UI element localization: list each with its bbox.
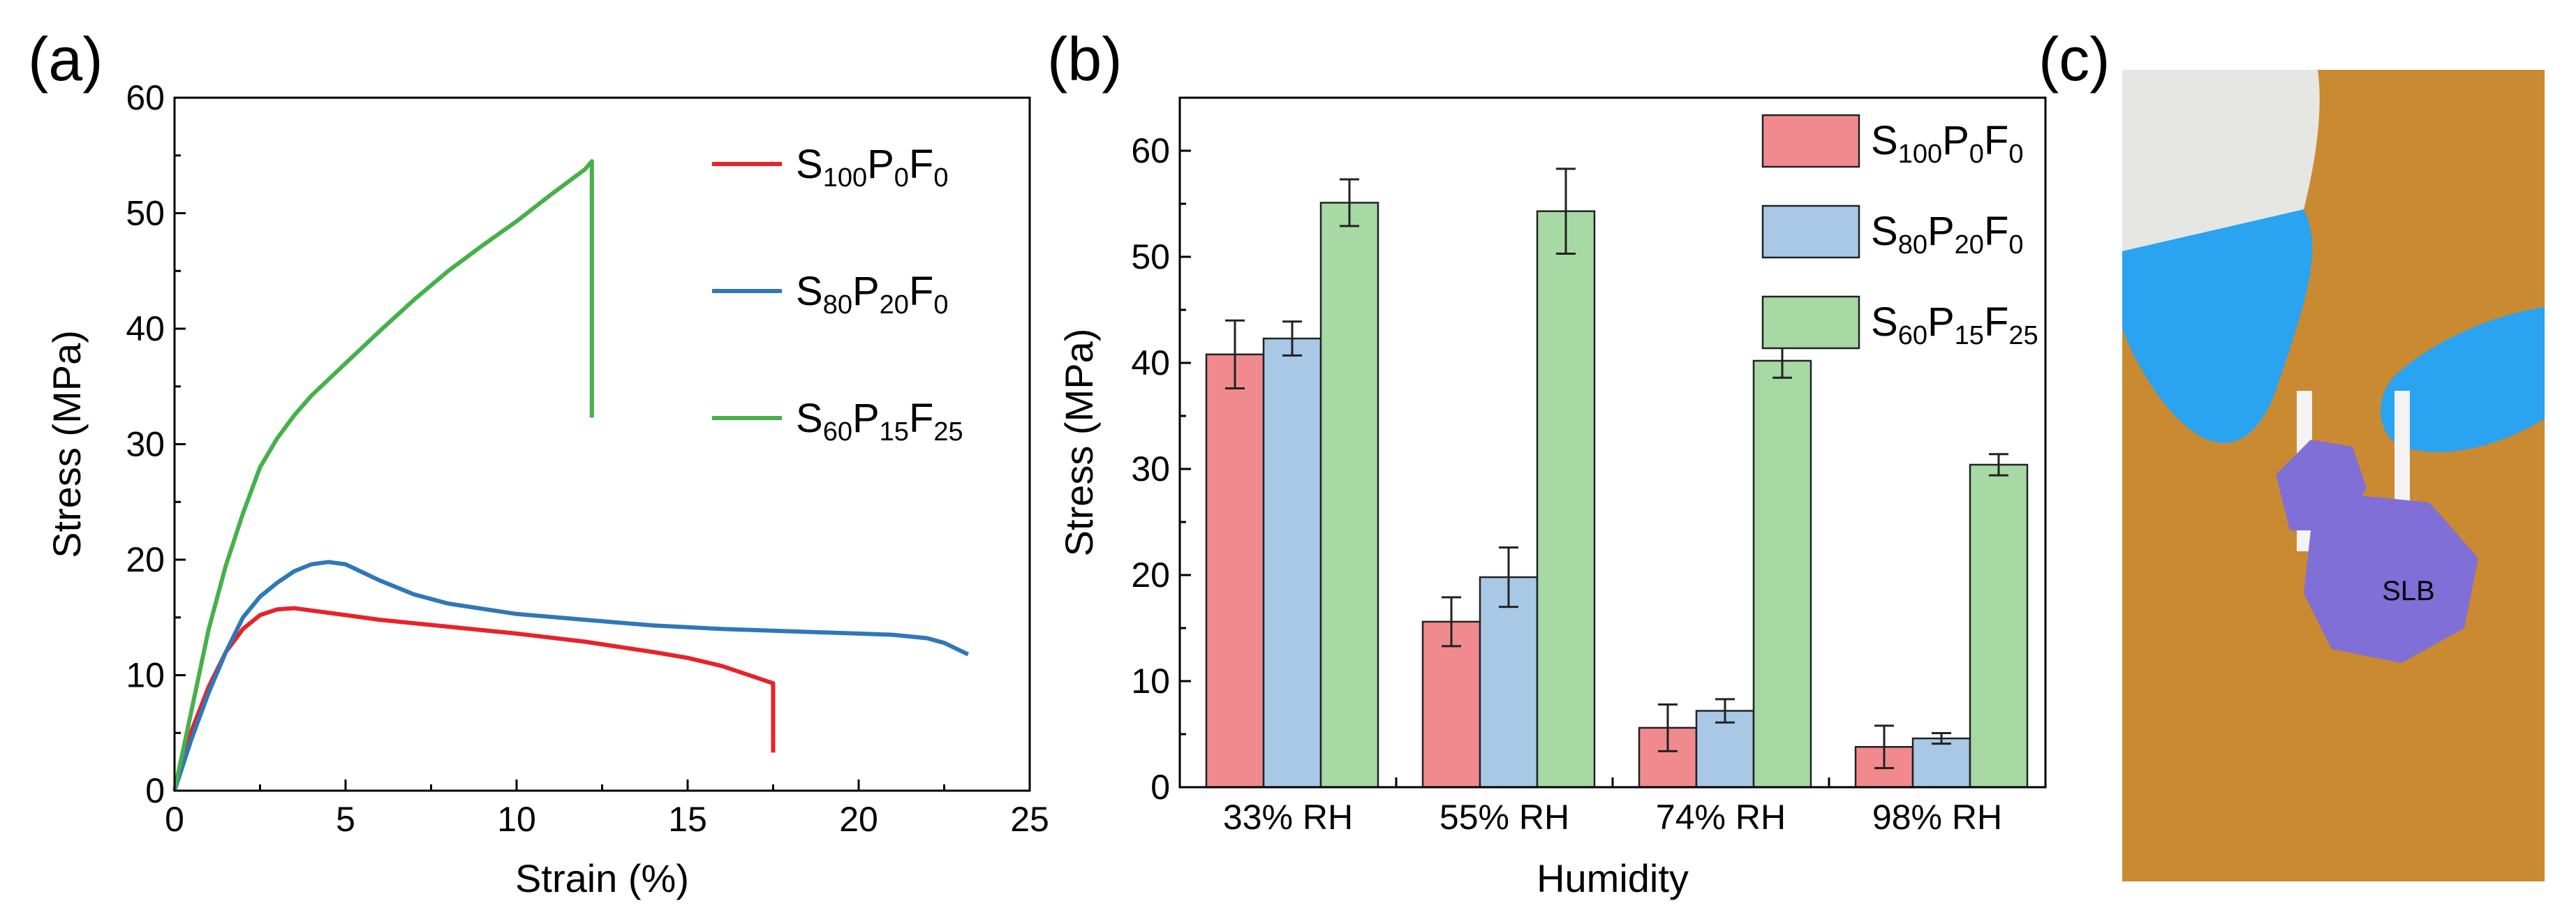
y-tick-label: 60	[126, 78, 165, 117]
bar-S100P0F0	[1205, 353, 1265, 789]
photo-left-glove	[2122, 209, 2313, 443]
legend-swatch-S80P20F0	[1761, 204, 1860, 259]
y-tick-label: 50	[1131, 237, 1170, 276]
panel-a-line-chart: (a) 0 5 10 15 20 25 0 10 20 30 40 50 60 Strain (%) Str…	[28, 24, 1049, 900]
photo-dumbbell-label: SLB	[2382, 576, 2435, 606]
y-axis-title: Stress (MPa)	[1057, 329, 1101, 557]
series-line-S60P15F25	[172, 159, 594, 791]
legend-label-S80P20F0: S80P20F0	[796, 269, 949, 320]
bar-S80P20F0	[1479, 576, 1539, 789]
legend-label-S80P20F0: S80P20F0	[1871, 209, 2024, 260]
x-tick-label: 15	[668, 800, 707, 839]
legend-label-S60P15F25: S60P15F25	[1871, 299, 2038, 350]
bar-S80P20F0	[1262, 337, 1322, 789]
x-tick-label: 5	[336, 800, 355, 839]
photo-dumbbell-front	[2304, 495, 2478, 663]
x-tick-label: 0	[165, 800, 184, 839]
bar-S60P15F25	[1752, 359, 1812, 789]
x-category-label: 74% RH	[1656, 798, 1786, 837]
y-tick-label: 0	[145, 771, 165, 810]
panel-b-plot-area: 33% RH 55% RH 74% RH 98% RH 0 10 20 30 40 50 60 Hum…	[1057, 96, 2047, 900]
y-tick-label: 50	[126, 194, 165, 233]
y-tick-label: 40	[1131, 343, 1170, 382]
y-tick-label: 10	[1131, 662, 1170, 701]
bar-S60P15F25	[1536, 210, 1596, 789]
x-category-label: 98% RH	[1872, 798, 2002, 837]
x-axis-title: Strain (%)	[515, 856, 689, 900]
x-tick-label: 25	[1010, 800, 1049, 839]
y-tick-label: 20	[1131, 556, 1170, 595]
x-tick-label: 20	[839, 800, 878, 839]
photo-sleeve	[2122, 70, 2320, 265]
bar-S80P20F0	[1911, 737, 1971, 789]
bar-S80P20F0	[1695, 710, 1755, 789]
y-tick-label: 20	[126, 540, 165, 579]
legend-label-S100P0F0: S100P0F0	[796, 142, 949, 193]
x-tick-label: 10	[497, 800, 536, 839]
legend-label-S100P0F0: S100P0F0	[1871, 118, 2024, 169]
panel-b-bar-chart: (b) 33% RH 55% RH 74% RH 98% RH 0 10 20 30 40 50 6…	[1047, 24, 2047, 900]
y-tick-label: 10	[126, 656, 165, 695]
y-tick-label: 40	[126, 309, 165, 348]
panel-c-photo: (c) SLB	[2038, 24, 2545, 881]
photo-right-glove	[2381, 307, 2545, 452]
x-category-label: 33% RH	[1223, 798, 1353, 837]
y-axis-title: Stress (MPa)	[45, 330, 89, 558]
panel-a-label: (a)	[28, 24, 103, 94]
x-category-label: 55% RH	[1439, 798, 1569, 837]
bar-S60P15F25	[1319, 202, 1379, 789]
panel-b-legend: S100P0F0 S80P20F0 S60P15F25	[1761, 114, 2038, 350]
panel-a-legend: S100P0F0 S80P20F0 S60P15F25	[712, 142, 963, 447]
panel-b-label: (b)	[1047, 24, 1123, 94]
legend-label-S60P15F25: S60P15F25	[796, 396, 963, 447]
y-tick-label: 30	[126, 425, 165, 464]
photo-film-strip-right	[2394, 391, 2410, 523]
x-axis-title: Humidity	[1537, 856, 1689, 900]
y-tick-label: 30	[1131, 449, 1170, 489]
panel-b-axes-frame	[1178, 96, 2047, 789]
series-line-S100P0F0	[172, 606, 776, 791]
legend-swatch-S60P15F25	[1761, 295, 1860, 350]
bar-S60P15F25	[1969, 463, 2029, 789]
panel-c-label: (c)	[2038, 24, 2110, 94]
y-tick-label: 60	[1131, 131, 1170, 170]
photo-weight-test: SLB	[2122, 70, 2545, 881]
panel-a-plot-area: 0 5 10 15 20 25 0 10 20 30 40 50 60 Strain (%) Stress …	[45, 78, 1049, 900]
y-tick-label: 0	[1150, 768, 1170, 807]
series-line-S80P20F0	[172, 560, 970, 791]
legend-swatch-S100P0F0	[1761, 114, 1860, 168]
